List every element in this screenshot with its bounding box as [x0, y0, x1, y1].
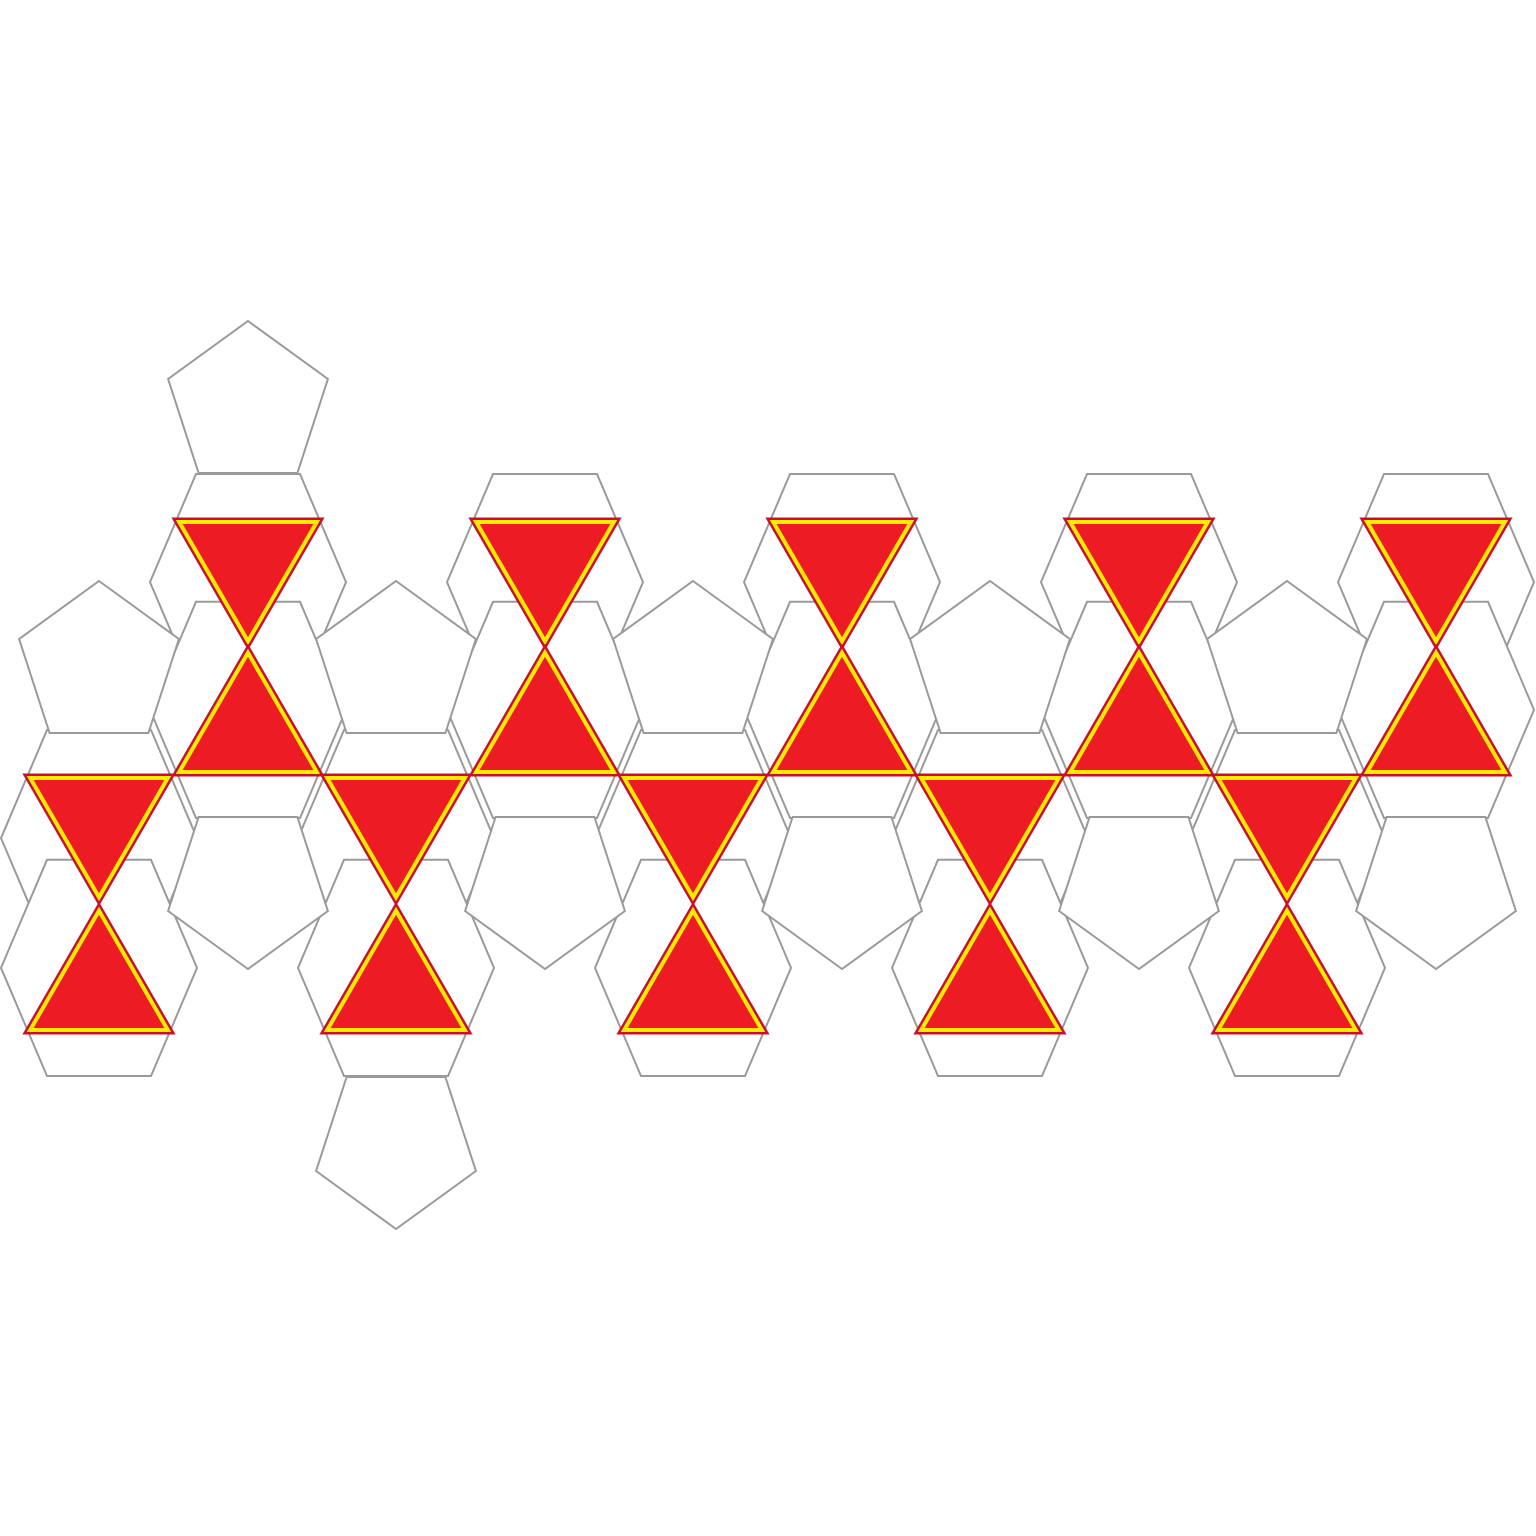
- triangle-face: [171, 517, 325, 651]
- pentagon-face: [908, 579, 1072, 734]
- pentagon-face: [166, 319, 330, 474]
- triangle-face: [913, 901, 1067, 1035]
- triangle-border: [1066, 520, 1212, 646]
- pentagon-face: [1354, 816, 1518, 971]
- triangle-border: [769, 520, 915, 646]
- triangle-face: [1210, 773, 1364, 907]
- triangle-face: [616, 901, 770, 1035]
- triangle-border: [323, 776, 469, 902]
- triangle-face: [1359, 643, 1513, 777]
- pentagon-face: [611, 579, 775, 734]
- pentagon-face: [314, 1076, 478, 1231]
- triangle-border: [769, 648, 915, 774]
- triangle-face: [1062, 643, 1216, 777]
- triangle-face: [22, 901, 176, 1035]
- pentagon-face: [166, 816, 330, 971]
- triangle-border: [1066, 648, 1212, 774]
- triangle-border: [175, 648, 321, 774]
- triangle-face: [171, 643, 325, 777]
- pentagon-face: [1205, 579, 1369, 734]
- triangle-faces: [22, 517, 1513, 1035]
- pentagon-faces: [17, 319, 1518, 1231]
- triangle-face: [1359, 517, 1513, 651]
- triangle-border: [323, 906, 469, 1032]
- triangle-border: [1214, 776, 1360, 902]
- pentagon-face: [463, 816, 627, 971]
- triangle-face: [913, 773, 1067, 907]
- triangle-border: [620, 906, 766, 1032]
- triangle-face: [468, 517, 622, 651]
- triangle-face: [765, 643, 919, 777]
- triangle-border: [620, 776, 766, 902]
- triangle-border: [26, 906, 172, 1032]
- pentagon-face: [1057, 816, 1221, 971]
- triangle-face: [616, 773, 770, 907]
- triangle-face: [319, 773, 473, 907]
- triangle-face: [1210, 901, 1364, 1035]
- triangle-face: [22, 773, 176, 907]
- triangle-border: [472, 648, 618, 774]
- triangle-border: [175, 520, 321, 646]
- triangle-face: [765, 517, 919, 651]
- pentagon-face: [314, 579, 478, 734]
- triangle-border: [917, 776, 1063, 902]
- triangle-border: [1363, 648, 1509, 774]
- pentagon-face: [17, 579, 181, 734]
- triangle-face: [468, 643, 622, 777]
- triangle-face: [319, 901, 473, 1035]
- triangle-border: [1363, 520, 1509, 646]
- triangle-border: [917, 906, 1063, 1032]
- triangle-face: [1062, 517, 1216, 651]
- triangle-border: [472, 520, 618, 646]
- pentagon-face: [760, 816, 924, 971]
- triangle-border: [26, 776, 172, 902]
- triangle-border: [1214, 906, 1360, 1032]
